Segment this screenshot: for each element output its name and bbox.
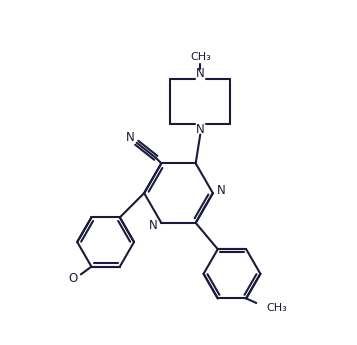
Text: N: N — [149, 219, 157, 231]
Text: CH₃: CH₃ — [190, 52, 211, 62]
Text: N: N — [126, 131, 134, 144]
Text: O: O — [69, 272, 78, 285]
Text: N: N — [217, 184, 226, 197]
Text: N: N — [196, 124, 205, 136]
Text: CH₃: CH₃ — [266, 303, 287, 313]
Text: N: N — [196, 67, 205, 80]
